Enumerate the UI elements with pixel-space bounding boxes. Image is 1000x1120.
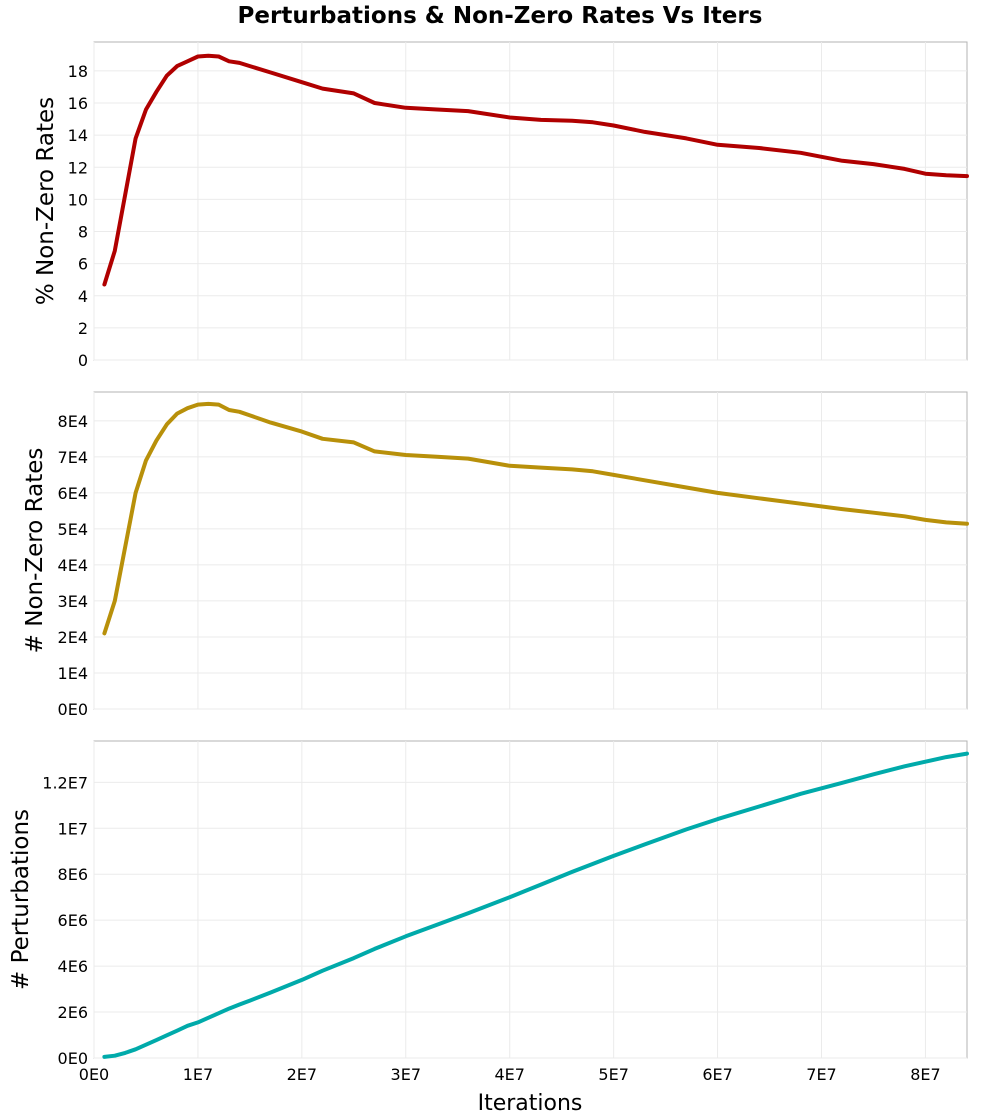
x-tick-label: 7E7 (806, 1065, 836, 1084)
y-axis-label: # Non-Zero Rates (22, 448, 48, 654)
y-tick-label: 16 (68, 94, 88, 113)
panel-2: 0E0 1E4 2E4 3E4 4E4 5E4 6E4 7E4 8E4 # Non-Zero Ra… (22, 391, 969, 719)
x-tick-label: 4E7 (494, 1065, 524, 1084)
y-tick-label: 0E0 (58, 700, 88, 719)
y-tick-label: 2 (78, 319, 88, 338)
chart-title: Perturbations & Non-Zero Rates Vs Iters (238, 3, 763, 29)
y-tick-label: 2E6 (58, 1003, 88, 1022)
x-tick-label: 8E7 (910, 1065, 940, 1084)
y-tick-label: 10 (68, 190, 88, 209)
y-tick-label: 3E4 (58, 592, 88, 611)
x-tick-label: 5E7 (598, 1065, 628, 1084)
y-tick-label: 4 (78, 287, 88, 306)
plot-area (93, 391, 968, 710)
y-tick-label: 0E0 (58, 1049, 88, 1068)
y-axis-label: # Perturbations (8, 809, 34, 990)
x-axis-label: Iterations (478, 1091, 583, 1116)
y-axis-label: % Non-Zero Rates (33, 97, 59, 305)
series-line (102, 751, 969, 1059)
y-tick-label: 8 (78, 223, 88, 242)
x-tick-label: 6E7 (702, 1065, 732, 1084)
y-tick-label: 6E4 (58, 484, 88, 503)
y-tick-label: 1E7 (58, 819, 88, 838)
series-line (102, 53, 969, 287)
y-tick-label: 5E4 (58, 520, 88, 539)
y-tick-label: 4E6 (58, 957, 88, 976)
y-tick-label: 14 (68, 126, 88, 145)
y-tick-label: 1.2E7 (42, 773, 88, 792)
y-tick-label: 8E4 (58, 412, 88, 431)
x-tick-label: 3E7 (391, 1065, 421, 1084)
series-line (102, 401, 969, 636)
panel-3: 0E0 2E6 4E6 6E6 8E6 1E7 1.2E7 # Perturbations 0E… (8, 740, 969, 1084)
x-tick-label: 1E7 (183, 1065, 213, 1084)
y-tick-label: 4E4 (58, 556, 88, 575)
x-tick-label: 0E0 (79, 1065, 109, 1084)
plot-area (93, 41, 968, 361)
y-tick-label: 1E4 (58, 664, 88, 683)
y-tick-label: 8E6 (58, 865, 88, 884)
y-tick-label: 7E4 (58, 448, 88, 467)
y-tick-label: 0 (78, 351, 88, 370)
x-tick-label: 2E7 (287, 1065, 317, 1084)
y-tick-label: 18 (68, 62, 88, 81)
chart-panels: 0 2 4 6 8 10 12 14 16 18 % Non-Zero Rates 0E0 1E4 2E4… (8, 41, 969, 1084)
y-tick-label: 6 (78, 255, 88, 274)
y-tick-label: 2E4 (58, 628, 88, 647)
panel-1: 0 2 4 6 8 10 12 14 16 18 % Non-Zero Rates (33, 41, 969, 370)
y-tick-label: 6E6 (58, 911, 88, 930)
y-tick-label: 12 (68, 158, 88, 177)
